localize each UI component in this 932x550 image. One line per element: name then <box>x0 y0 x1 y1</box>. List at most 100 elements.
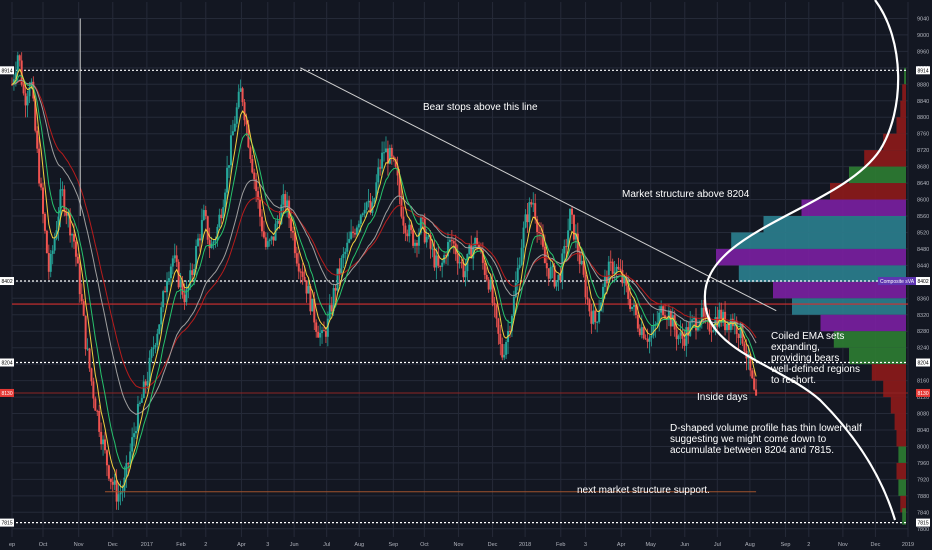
level-tag-right-text: 8130 <box>918 391 929 397</box>
candle-body <box>268 239 271 242</box>
candle-body <box>156 333 159 345</box>
candle-body <box>427 235 430 238</box>
candle-body <box>452 241 455 244</box>
candle-body <box>264 237 267 247</box>
candle-body <box>522 227 525 248</box>
candle-body <box>193 269 196 275</box>
level-tag-left <box>0 277 14 286</box>
candle-body <box>346 242 349 252</box>
candle-body <box>410 224 413 231</box>
level-tag-left-text: 8402 <box>2 279 13 285</box>
volume-profile-bar <box>792 298 906 315</box>
candle-body <box>383 152 386 154</box>
x-tick-label: Apr <box>617 542 626 548</box>
level-tag-left-text: 8914 <box>2 68 13 74</box>
volume-profile-bar <box>902 508 906 525</box>
candle-body <box>340 257 343 274</box>
candle-body <box>384 148 387 153</box>
candle-body <box>373 198 376 203</box>
candle-body <box>708 317 711 332</box>
level-tag-left-text: 7815 <box>2 521 13 527</box>
y-tick-label: 8240 <box>917 346 929 352</box>
x-tick-label: Dec <box>871 542 881 548</box>
y-tick-label: 8000 <box>917 444 929 450</box>
candle-body <box>96 410 99 412</box>
x-tick-label: Oct <box>420 542 429 548</box>
candle-body <box>272 236 275 241</box>
candle-body <box>119 492 122 495</box>
candle-body <box>369 200 372 213</box>
candle-body <box>129 451 132 465</box>
candle-body <box>477 245 480 249</box>
candle-body <box>394 159 397 167</box>
candle-body <box>623 277 626 284</box>
candle-body <box>113 480 116 485</box>
candle-body <box>631 306 634 309</box>
candle-body <box>245 120 248 125</box>
candle-body <box>557 274 560 281</box>
candle-body <box>63 189 66 212</box>
candle-body <box>257 191 260 200</box>
candle-body <box>253 172 256 180</box>
volume-profile-bar <box>716 248 906 266</box>
candle-body <box>59 189 62 217</box>
level-tag-left <box>0 66 14 75</box>
candle-body <box>34 98 37 131</box>
candle-body <box>74 241 77 257</box>
candle-body <box>336 268 339 291</box>
candle-body <box>181 280 184 295</box>
candle-body <box>142 381 145 399</box>
candle-body <box>412 230 415 246</box>
candle-body <box>26 96 29 106</box>
candle-body <box>92 381 95 399</box>
candle-body <box>69 212 72 236</box>
candle-body <box>431 248 434 250</box>
candle-body <box>303 276 306 281</box>
candle-body <box>503 354 506 358</box>
candle-body <box>295 253 298 264</box>
candle-body <box>534 203 537 220</box>
candle-body <box>259 199 262 217</box>
x-tick-label: Sep <box>388 542 398 548</box>
candle-body <box>489 280 492 290</box>
candle-body <box>722 311 725 323</box>
candle-body <box>189 270 192 286</box>
candle-body <box>136 403 139 431</box>
y-tick-label: 8760 <box>917 132 929 138</box>
y-tick-label: 8560 <box>917 214 929 220</box>
candle-body <box>301 271 304 277</box>
y-tick-label: 8080 <box>917 412 929 418</box>
candle-body <box>541 233 544 247</box>
candle-body <box>571 208 573 215</box>
candle-body <box>309 286 312 312</box>
candle-body <box>355 227 358 235</box>
candle-body <box>514 283 517 298</box>
candle-body <box>689 322 692 336</box>
candle-body <box>406 233 409 237</box>
candle-body <box>100 431 103 445</box>
y-tick-label: 8880 <box>917 82 929 88</box>
candle-body <box>549 267 552 279</box>
volume-profile-bar <box>773 281 906 299</box>
candle-body <box>334 288 337 291</box>
candle-body <box>617 266 620 269</box>
candle-body <box>578 252 581 265</box>
candle-body <box>65 211 68 216</box>
x-tick-label: 2 <box>204 542 207 548</box>
x-tick-label: Nov <box>838 542 848 548</box>
candle-body <box>516 267 519 284</box>
candle-body <box>138 402 141 404</box>
candle-body <box>11 84 13 86</box>
candle-body <box>435 255 438 268</box>
volume-profile-bar <box>820 314 906 332</box>
candle-body <box>481 250 484 263</box>
candle-body <box>696 327 699 331</box>
candle-body <box>474 237 477 247</box>
volume-profile-bar <box>896 462 906 480</box>
candle-body <box>76 256 79 264</box>
candle-body <box>40 183 43 188</box>
candle-body <box>57 216 60 231</box>
candle-body <box>291 231 294 233</box>
